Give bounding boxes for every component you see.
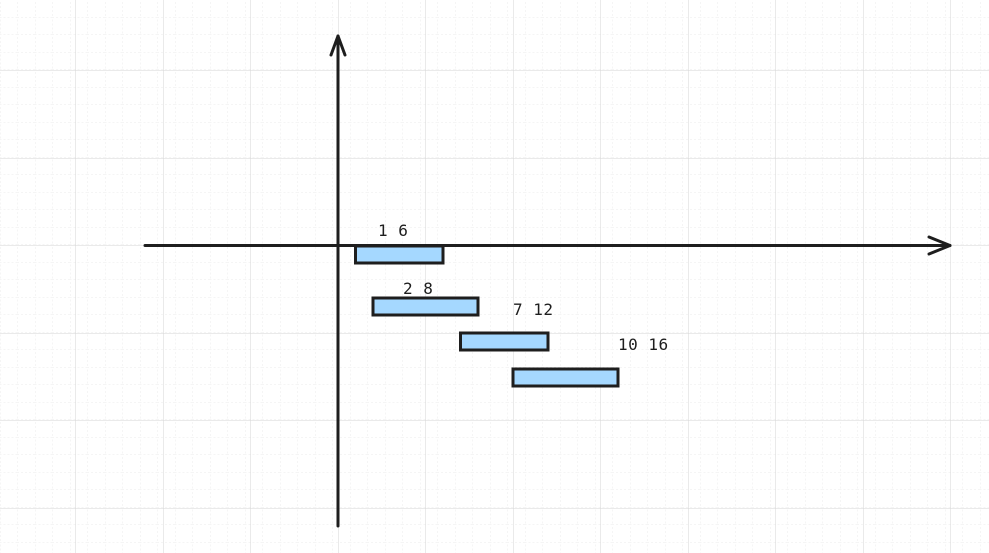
interval-bar[interactable] [354, 244, 445, 265]
axes [143, 34, 952, 528]
interval-label: 2 8 [403, 279, 433, 298]
interval-bar[interactable] [371, 296, 480, 317]
interval-bar[interactable] [511, 367, 620, 388]
intervals-layer: 1 6 2 8 7 12 10 16 [354, 221, 669, 388]
interval-bar[interactable] [459, 331, 550, 352]
interval-label: 7 12 [513, 300, 554, 319]
x-axis-arrowhead-icon [927, 235, 952, 256]
interval-label: 10 16 [618, 335, 669, 354]
interval-label: 1 6 [378, 221, 408, 240]
y-axis-arrowhead-icon [329, 34, 347, 57]
